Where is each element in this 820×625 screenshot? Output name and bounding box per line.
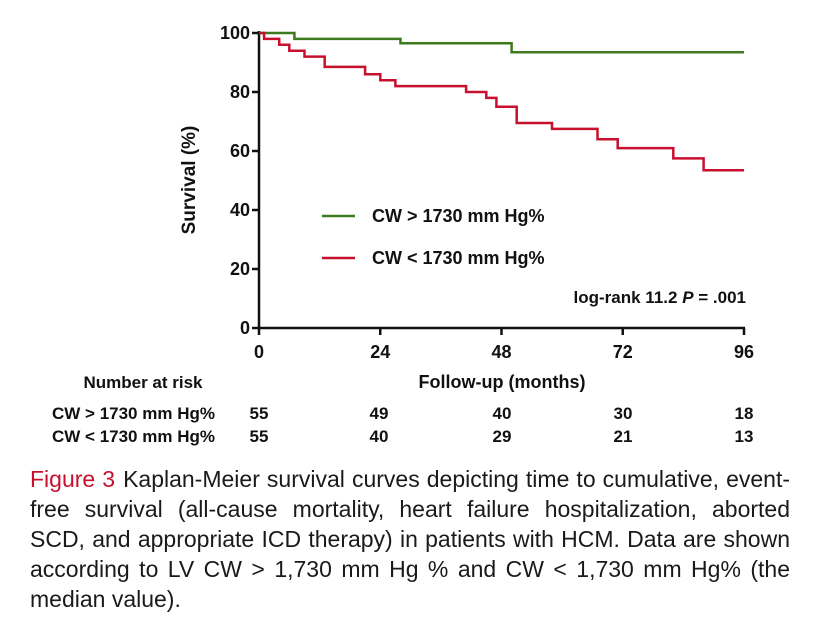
risk-count: 18 [734,404,754,423]
risk-count: 40 [492,404,512,423]
risk-table-title: Number at risk [83,373,203,392]
risk-count: 40 [369,427,389,446]
risk-count: 49 [369,404,389,423]
caption-text: Kaplan-Meier survival curves depicting t… [30,466,791,612]
risk-count: 55 [249,404,269,423]
y-tick-label: 20 [230,259,250,279]
y-axis-label: Survival (%) [179,126,200,235]
x-tick-label: 0 [254,342,264,362]
y-tick-label: 0 [240,318,250,338]
log-rank-annotation: log-rank 11.2 P = .001 [574,288,746,307]
risk-row-label: CW < 1730 mm Hg% [52,427,215,446]
survival-curve-high-cw [259,31,744,54]
y-tick-label: 60 [230,141,250,161]
survival-curve-low-cw [259,31,744,172]
risk-count: 21 [613,427,633,446]
number-at-risk-table: CW > 1730 mm Hg% 55 49 40 30 18 CW < 173… [0,400,820,456]
figure-label: Figure 3 [30,466,116,492]
y-tick-label: 100 [220,23,250,43]
x-tick-label: 48 [491,342,511,362]
y-tick-label: 80 [230,82,250,102]
risk-count: 13 [734,427,754,446]
axes: 0 20 40 60 80 100 0 24 48 72 96 [220,23,754,362]
x-axis-label: Follow-up (months) [419,372,586,392]
risk-row-label: CW > 1730 mm Hg% [52,404,215,423]
legend-label: CW < 1730 mm Hg% [372,248,545,268]
legend: CW > 1730 mm Hg% CW < 1730 mm Hg% [322,206,545,268]
risk-count: 30 [613,404,633,423]
x-tick-label: 24 [370,342,390,362]
y-tick-label: 40 [230,200,250,220]
survival-curves [259,31,744,172]
risk-count: 29 [492,427,512,446]
x-tick-label: 72 [613,342,633,362]
legend-label: CW > 1730 mm Hg% [372,206,545,226]
x-tick-label: 96 [734,342,754,362]
risk-count: 55 [249,427,269,446]
figure-caption: Figure 3 Kaplan-Meier survival curves dep… [30,464,790,614]
